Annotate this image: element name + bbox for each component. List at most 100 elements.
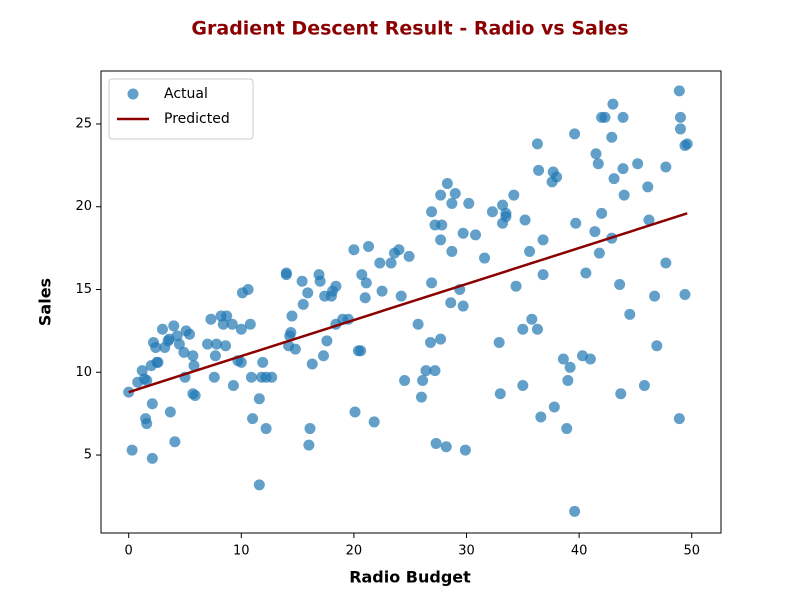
data-point (296, 275, 308, 287)
data-point (486, 206, 498, 218)
legend-label: Actual (164, 86, 208, 102)
data-point (580, 267, 592, 279)
data-point (374, 257, 386, 269)
data-point (562, 375, 574, 387)
data-point (168, 320, 180, 332)
data-point (589, 226, 601, 238)
data-point (260, 423, 272, 435)
data-point (244, 318, 256, 330)
data-point (533, 164, 545, 176)
data-point (592, 158, 604, 170)
data-point (435, 333, 447, 345)
data-point (596, 207, 608, 219)
data-point (632, 158, 644, 170)
data-point (395, 290, 407, 302)
data-point (617, 163, 629, 175)
data-point (209, 350, 221, 362)
data-point (457, 227, 469, 239)
data-point (446, 245, 458, 257)
data-point (205, 313, 217, 325)
data-point (415, 391, 427, 403)
data-point (221, 310, 233, 322)
x-tick-label: 30 (458, 544, 475, 559)
data-point (440, 441, 452, 453)
data-point (449, 187, 461, 199)
data-point (420, 365, 432, 377)
data-point (429, 365, 441, 377)
data-point (348, 244, 360, 256)
data-point (152, 356, 164, 368)
data-point (280, 269, 292, 281)
data-point (537, 269, 549, 281)
y-tick-label: 15 (75, 282, 92, 297)
data-point (302, 287, 314, 299)
data-point (257, 356, 269, 368)
data-point (548, 401, 560, 413)
data-point (363, 240, 375, 252)
data-point (570, 217, 582, 229)
data-point (227, 380, 239, 392)
data-point (424, 336, 436, 348)
y-tick-label: 5 (84, 448, 92, 463)
data-point (590, 148, 602, 160)
data-point (412, 318, 424, 330)
data-point (679, 288, 691, 300)
data-point (497, 199, 509, 211)
data-point (235, 356, 247, 368)
data-point (564, 361, 576, 373)
legend-label: Predicted (164, 111, 230, 127)
data-point (403, 250, 415, 262)
data-point (494, 388, 506, 400)
data-point (674, 123, 686, 135)
data-point (417, 375, 429, 387)
data-point (642, 181, 654, 193)
data-point (519, 214, 531, 226)
data-point (599, 111, 611, 123)
data-point (660, 161, 672, 173)
legend-box (108, 78, 254, 140)
data-point (426, 206, 438, 218)
data-point (303, 439, 315, 451)
data-point (318, 350, 330, 362)
data-point (349, 406, 361, 418)
data-point (169, 436, 181, 448)
data-point (459, 444, 471, 456)
data-point (557, 353, 569, 365)
data-point (638, 380, 650, 392)
data-point (314, 275, 326, 287)
data-point (141, 418, 153, 430)
data-point (126, 444, 138, 456)
data-point (184, 328, 196, 340)
data-point (220, 340, 232, 352)
data-point (178, 346, 190, 358)
data-point (660, 257, 672, 269)
data-point (171, 330, 183, 342)
y-axis-label: Sales (36, 278, 55, 326)
data-point (493, 336, 505, 348)
data-point (593, 247, 605, 259)
y-tick-label: 20 (75, 199, 92, 214)
data-point (297, 298, 309, 310)
data-point (569, 128, 581, 140)
data-point (441, 178, 453, 190)
data-point (289, 343, 301, 355)
data-point (606, 131, 618, 143)
data-point (399, 375, 411, 387)
data-point (470, 229, 482, 241)
data-point (674, 111, 686, 123)
x-axis-label: Radio Budget (349, 568, 471, 587)
data-point (150, 341, 162, 353)
data-point (614, 279, 626, 291)
data-point (355, 345, 367, 357)
data-point (368, 416, 380, 428)
data-point (643, 214, 655, 226)
x-tick-label: 0 (125, 544, 133, 559)
data-point (436, 219, 448, 231)
y-tick-label: 10 (75, 365, 92, 380)
data-point (537, 234, 549, 246)
data-point (681, 138, 693, 150)
data-point (584, 353, 596, 365)
data-point (535, 411, 547, 423)
